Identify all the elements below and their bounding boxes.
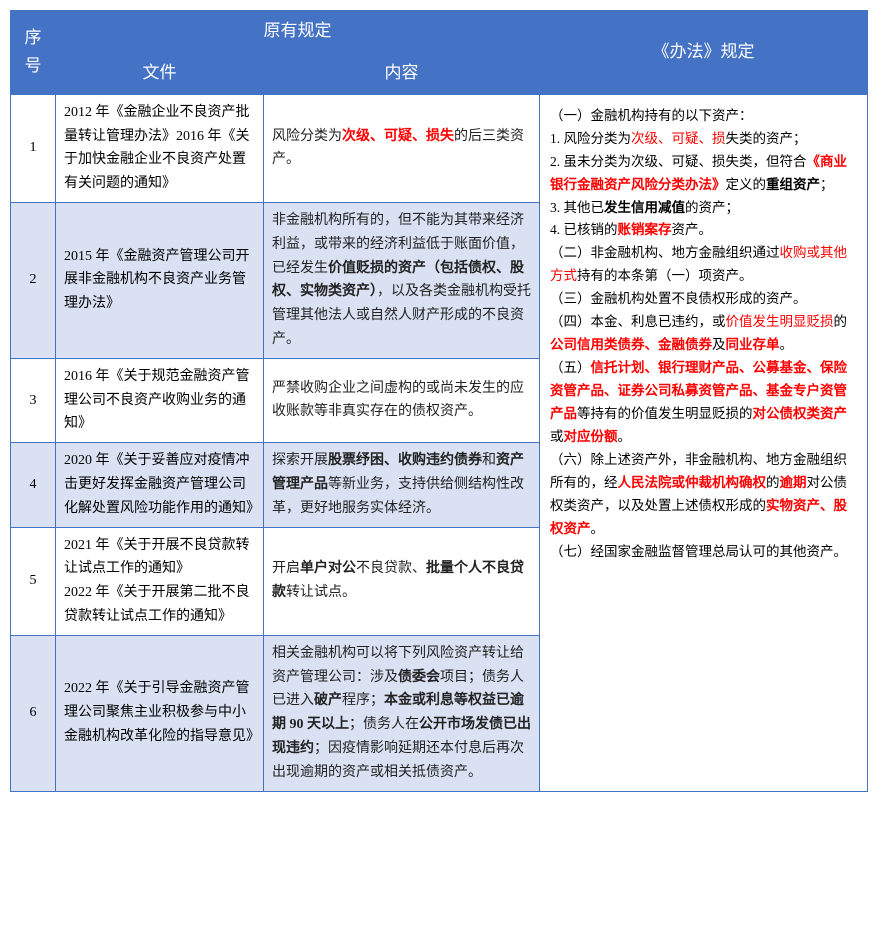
content-cell: 非金融机构所有的，但不能为其带来经济利益，或带来的经济利益低于账面价值，已经发生… xyxy=(264,202,540,358)
seq-cell: 5 xyxy=(11,527,56,635)
header-content: 内容 xyxy=(264,52,540,94)
header-row-1: 序号 原有规定 《办法》规定 xyxy=(11,11,868,53)
doc-cell: 2022 年《关于引导金融资产管理公司聚焦主业积极参与中小金融机构改革化险的指导… xyxy=(56,635,264,791)
content-cell: 开启单户对公不良贷款、批量个人不良贷款转让试点。 xyxy=(264,527,540,635)
doc-cell: 2020 年《关于妥善应对疫情冲击更好发挥金融资产管理公司化解处置风险功能作用的… xyxy=(56,443,264,527)
seq-cell: 2 xyxy=(11,202,56,358)
seq-cell: 4 xyxy=(11,443,56,527)
header-original: 原有规定 xyxy=(56,11,540,53)
rule-cell: （一）金融机构持有的以下资产：1. 风险分类为次级、可疑、损失类的资产；2. 虽… xyxy=(540,94,868,791)
content-cell: 探索开展股票纾困、收购违约债券和资产管理产品等新业务，支持供给侧结构性改革，更好… xyxy=(264,443,540,527)
header-doc: 文件 xyxy=(56,52,264,94)
seq-cell: 6 xyxy=(11,635,56,791)
doc-cell: 2012 年《金融企业不良资产批量转让管理办法》2016 年《关于加快金融企业不… xyxy=(56,94,264,202)
doc-cell: 2021 年《关于开展不良贷款转让试点工作的通知》 2022 年《关于开展第二批… xyxy=(56,527,264,635)
doc-cell: 2016 年《关于规范金融资产管理公司不良资产收购业务的通知》 xyxy=(56,358,264,442)
content-cell: 相关金融机构可以将下列风险资产转让给资产管理公司：涉及债委会项目；债务人已进入破… xyxy=(264,635,540,791)
header-rule: 《办法》规定 xyxy=(540,11,868,95)
table-body: 12012 年《金融企业不良资产批量转让管理办法》2016 年《关于加快金融企业… xyxy=(11,94,868,791)
regulation-comparison-table: 序号 原有规定 《办法》规定 文件 内容 12012 年《金融企业不良资产批量转… xyxy=(10,10,868,792)
seq-cell: 3 xyxy=(11,358,56,442)
header-seq: 序号 xyxy=(11,11,56,95)
content-cell: 严禁收购企业之间虚构的或尚未发生的应收账款等非真实存在的债权资产。 xyxy=(264,358,540,442)
seq-cell: 1 xyxy=(11,94,56,202)
table-row: 12012 年《金融企业不良资产批量转让管理办法》2016 年《关于加快金融企业… xyxy=(11,94,868,202)
doc-cell: 2015 年《金融资产管理公司开展非金融机构不良资产业务管理办法》 xyxy=(56,202,264,358)
content-cell: 风险分类为次级、可疑、损失的后三类资产。 xyxy=(264,94,540,202)
